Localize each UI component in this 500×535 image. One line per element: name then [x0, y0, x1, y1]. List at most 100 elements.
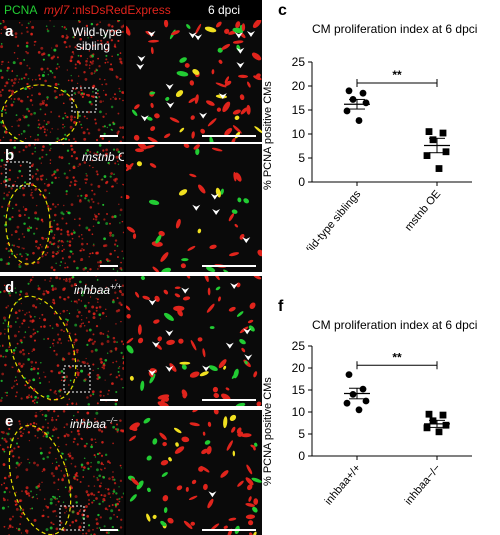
cell-dot [53, 173, 56, 176]
cell-dot [121, 91, 124, 94]
cell-dot [78, 372, 80, 374]
cell-dot [96, 92, 99, 95]
cell-dot [73, 179, 77, 183]
cell-dot [3, 192, 5, 194]
cell-dot [28, 439, 31, 442]
cell-dot [24, 384, 27, 387]
cell-dot [3, 215, 6, 217]
cell-dot [51, 47, 53, 49]
cell-dot [33, 461, 36, 465]
cell-dot [16, 57, 19, 60]
cell-dot [51, 254, 55, 258]
cell-dot [48, 381, 51, 383]
cell-dot [11, 125, 13, 128]
cell-dot [90, 465, 92, 468]
cell-dot [29, 334, 33, 338]
cell-dot [12, 101, 15, 103]
cell-dot [86, 411, 90, 415]
nucleus [174, 307, 179, 312]
cell-dot [32, 422, 36, 425]
cell-dot [6, 499, 9, 501]
arrowhead-icon [166, 102, 175, 109]
cell-dot [76, 411, 80, 414]
outline-b [5, 161, 118, 267]
nucleus [143, 417, 151, 424]
cell-dot [105, 113, 107, 115]
cell-dot [19, 423, 22, 425]
cell-dot [56, 250, 59, 253]
nucleus [166, 339, 175, 345]
cell-dot [22, 114, 24, 117]
nucleus [162, 495, 169, 502]
cell-dot [122, 361, 124, 363]
nucleus [224, 76, 230, 84]
cell-dot [106, 61, 109, 64]
cell-dot [103, 237, 106, 241]
cell-dot [53, 345, 55, 347]
cell-dot [37, 484, 40, 488]
cell-dot [69, 184, 72, 187]
arrowhead-icon [236, 62, 245, 69]
cell-dot [17, 527, 21, 531]
nucleus [134, 104, 140, 110]
nucleus [135, 291, 140, 298]
cell-dot [119, 126, 122, 129]
cell-dot [49, 324, 52, 327]
cell-dot [104, 358, 108, 362]
cell-dot [50, 370, 54, 373]
cell-dot [86, 343, 89, 346]
cell-dot [111, 350, 113, 352]
cell-dot [50, 230, 53, 233]
cell-dot [80, 300, 83, 302]
cell-dot [42, 514, 45, 518]
cell-dot [74, 93, 77, 95]
nucleus [231, 138, 236, 142]
cell-dot [65, 277, 68, 280]
nucleus [140, 276, 145, 281]
cell-dot [15, 395, 17, 398]
chart-c-title: CM proliferation index at 6 dpci [312, 22, 478, 36]
cell-dot [63, 172, 66, 175]
cell-dot [101, 83, 103, 86]
cell-dot [76, 478, 79, 481]
cell-dot [85, 306, 88, 309]
cell-dot [71, 510, 75, 514]
cell-dot [80, 123, 83, 126]
cell-dot [58, 94, 61, 97]
nucleus [129, 422, 140, 430]
cell-dot [114, 97, 117, 101]
cell-dot [40, 362, 42, 364]
cell-dot [0, 182, 2, 185]
cell-dot [70, 300, 73, 302]
cell-dot [8, 256, 11, 258]
cell-dot [97, 202, 100, 205]
nucleus [228, 306, 236, 312]
nucleus [207, 421, 212, 427]
cell-dot [41, 470, 44, 473]
cell-dot [15, 461, 19, 465]
cell-dot [0, 43, 3, 45]
cell-dot [45, 134, 48, 137]
cell-dot [0, 32, 2, 35]
cell-dot [76, 429, 80, 433]
cell-dot [84, 194, 88, 198]
cell-dot [90, 95, 93, 98]
nucleus [157, 401, 169, 406]
cell-dot [96, 298, 99, 301]
cell-dot [100, 430, 104, 433]
cell-dot [118, 500, 121, 503]
cell-dot [94, 218, 98, 221]
cell-dot [78, 62, 82, 65]
cell-dot [82, 476, 85, 478]
cell-dot [56, 168, 59, 172]
nucleus [168, 457, 172, 462]
cell-dot [60, 370, 64, 373]
cell-dot [89, 150, 92, 154]
cell-dot [100, 494, 103, 497]
cell-dot [22, 206, 25, 208]
cell-dot [32, 328, 35, 331]
cell-dot [114, 43, 116, 46]
cell-dot [65, 190, 68, 193]
nucleus [177, 309, 183, 317]
nucleus [181, 364, 187, 370]
